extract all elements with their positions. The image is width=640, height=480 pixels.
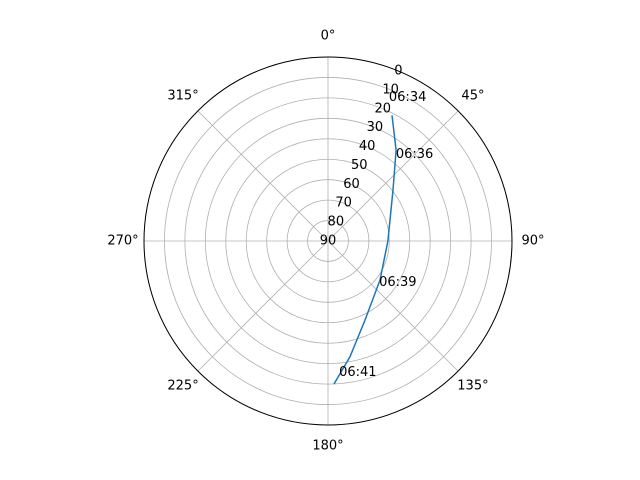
grid-spoke [327,110,459,242]
theta-tick-label: 45° [461,89,484,104]
r-tick-label: 30 [367,120,384,135]
theta-tick-label: 0° [321,29,336,44]
r-tick-label: 20 [374,101,391,116]
annotation: 06:41 [339,365,376,380]
r-tick-label: 0 [394,64,402,79]
grid-spoke [197,110,329,242]
r-tick-label: 70 [335,196,352,211]
grid-spoke [197,240,329,372]
r-tick-label: 50 [351,158,368,173]
r-tick-label: 60 [343,177,360,192]
theta-tick-label: 270° [107,234,138,249]
grid-spoke [327,240,459,372]
theta-tick-label: 180° [312,439,343,454]
r-tick-label: 40 [359,139,376,154]
theta-tick-label: 135° [457,378,488,393]
theta-tick-label: 225° [167,378,198,393]
annotation: 06:34 [389,90,426,105]
data-line [333,115,397,385]
theta-tick-label: 315° [167,89,198,104]
r-tick-label: 10 [382,82,399,97]
r-tick-label: 80 [328,215,345,230]
r-tick-label: 90 [320,234,337,249]
theta-tick-label: 90° [521,234,544,249]
annotation: 06:36 [396,147,433,162]
annotation: 06:39 [379,275,416,290]
plot-border [143,56,513,426]
